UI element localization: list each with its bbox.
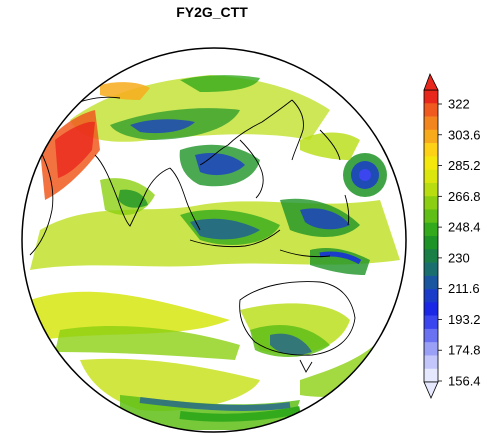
- coastlines: [29, 96, 356, 373]
- colorbar-swatch: [424, 196, 438, 210]
- colorbar-swatches: [423, 89, 439, 383]
- colorbar-swatch: [424, 236, 438, 250]
- colorbar-swatch: [424, 315, 438, 330]
- colorbar-tick-label: 193.2: [448, 312, 481, 327]
- colorbar-swatch: [424, 143, 438, 157]
- colorbar-swatch: [424, 90, 438, 104]
- colorbar-tick-label: 303.6: [448, 127, 481, 142]
- colorbar-swatch: [424, 368, 438, 383]
- colorbar-tick-label: 285.2: [448, 158, 481, 173]
- colorbar-swatch: [424, 209, 438, 224]
- colorbar-swatch: [424, 156, 438, 170]
- colorbar-tick-label: 248.4: [448, 220, 481, 235]
- map-title: FY2G_CTT: [176, 4, 248, 20]
- colorbar-swatch: [424, 302, 438, 316]
- colorbar-swatch: [424, 342, 438, 356]
- colorbar-tick-label: 156.4: [448, 374, 481, 389]
- colorbar-swatch: [424, 116, 438, 131]
- colorbar-swatch: [424, 249, 438, 263]
- globe-outline: [21, 47, 407, 433]
- colorbar-ticks: 322 303.6 285.2 266.8 248.4 230 211.6 193.2 174.…: [438, 97, 481, 389]
- colorbar-swatch: [424, 275, 438, 290]
- colorbar-swatch: [424, 262, 438, 277]
- colorbar-max-triangle: [423, 73, 439, 91]
- colorbar-swatch: [424, 129, 438, 144]
- colorbar-tick-label: 230: [448, 250, 470, 265]
- colorbar-tick-label: 322: [448, 97, 470, 112]
- colorbar-swatch: [424, 222, 438, 237]
- colorbar-swatch: [424, 182, 438, 197]
- cloud-field: [30, 75, 400, 430]
- colorbar-swatch: [424, 169, 438, 184]
- colorbar-tick-label: 211.6: [448, 281, 480, 296]
- colorbar-swatch: [424, 289, 438, 303]
- colorbar-tick-label: 174.8: [448, 343, 481, 358]
- colorbar-tick-label: 266.8: [448, 189, 481, 204]
- colorbar-min-triangle: [423, 381, 439, 399]
- colorbar-swatch: [424, 355, 438, 370]
- colorbar-swatch: [424, 103, 438, 117]
- colorbar-swatch: [424, 328, 438, 343]
